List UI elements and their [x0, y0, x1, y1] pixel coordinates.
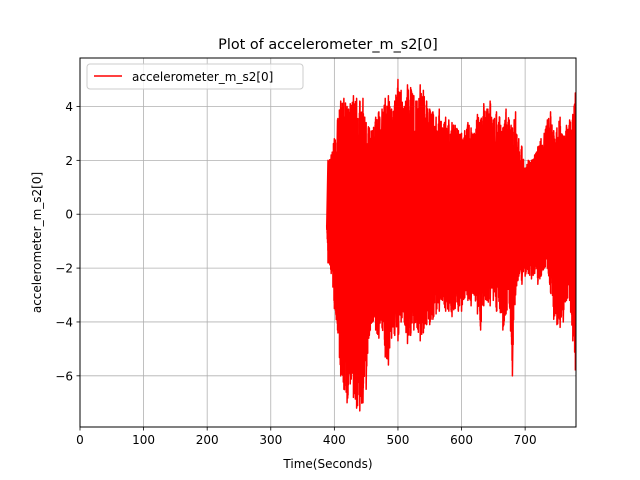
y-tick-label: 4	[65, 100, 73, 114]
series-line	[325, 78, 577, 412]
y-axis-title: accelerometer_m_s2[0]	[30, 172, 44, 313]
x-tick-label: 600	[450, 433, 473, 447]
axis-ticks: 0 100 200 300 400 500 600 700 −6 −4 −2 0 2 4	[55, 100, 536, 447]
series-layer	[325, 78, 577, 412]
legend-box	[86, 63, 304, 90]
y-tick-label: 2	[65, 154, 73, 168]
legend: accelerometer_m_s2[0]	[86, 63, 304, 90]
legend-label: accelerometer_m_s2[0]	[132, 70, 273, 84]
y-tick-label: −6	[55, 369, 73, 383]
chart-title: Plot of accelerometer_m_s2[0]	[218, 37, 438, 53]
x-tick-label: 0	[76, 433, 84, 447]
y-tick-label: 0	[65, 208, 73, 222]
x-tick-label: 200	[196, 433, 219, 447]
x-tick-label: 300	[259, 433, 282, 447]
plot-area-frame	[79, 57, 577, 428]
x-tick-label: 500	[386, 433, 409, 447]
y-tick-label: −2	[55, 262, 73, 276]
x-axis-title: Time(Seconds)	[282, 457, 372, 471]
x-tick-label: 700	[514, 433, 537, 447]
y-tick-label: −4	[55, 315, 73, 329]
x-tick-label: 100	[132, 433, 155, 447]
x-tick-label: 400	[323, 433, 346, 447]
